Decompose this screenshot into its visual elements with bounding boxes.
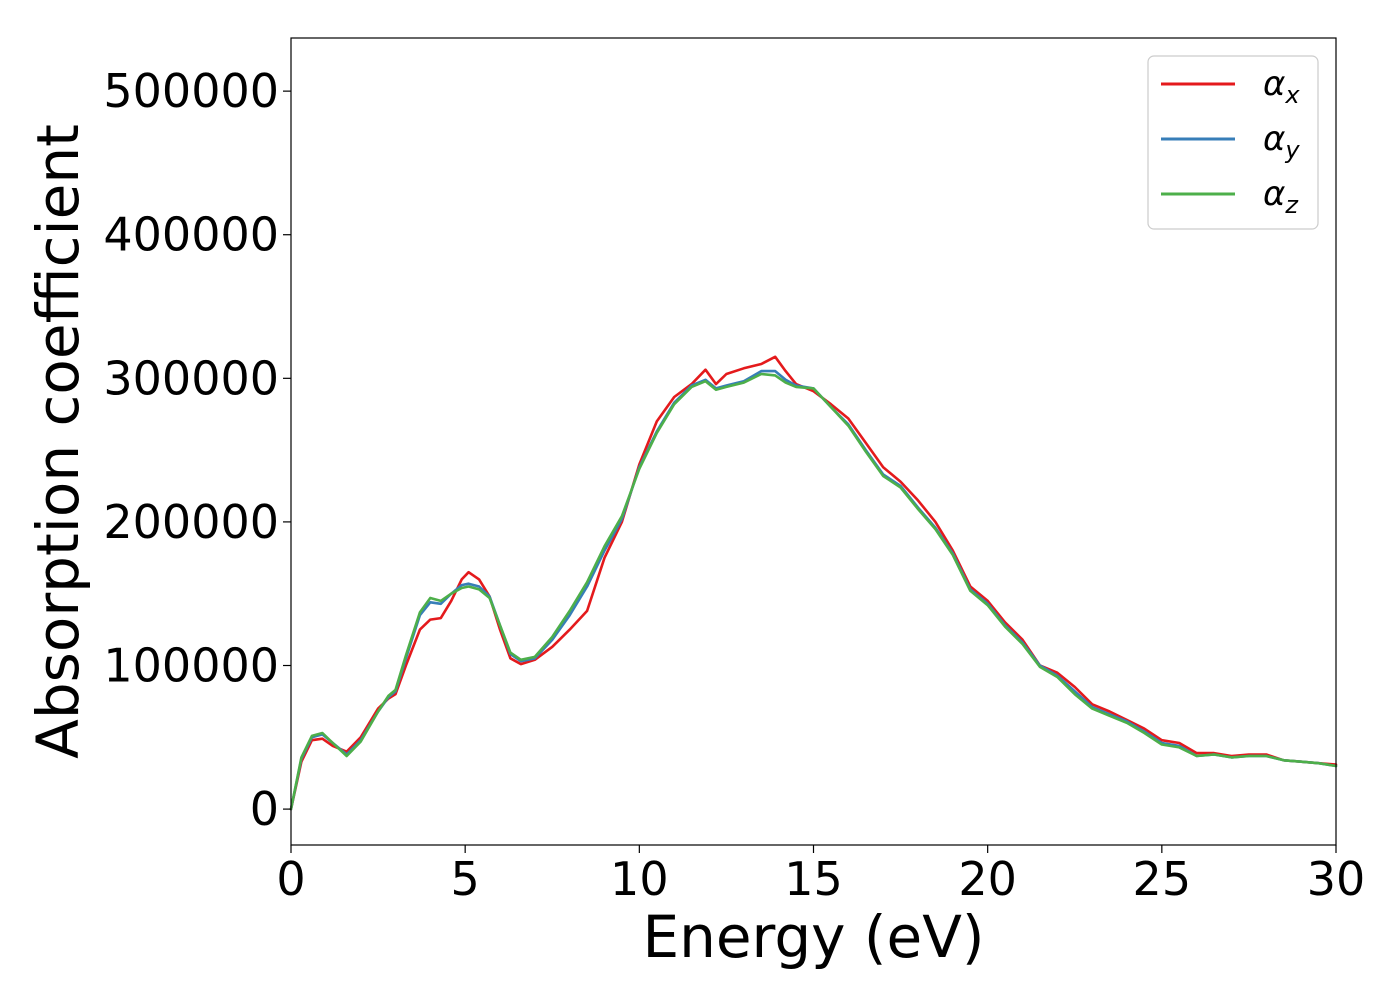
x-tick-label: 5 xyxy=(451,852,480,906)
x-tick-label: 30 xyxy=(1307,852,1366,906)
series-line-x xyxy=(289,355,1338,811)
legend-subscript: x xyxy=(1284,81,1300,109)
series-layer xyxy=(289,355,1338,811)
y-axis-title: Absorption coefficient xyxy=(24,124,92,759)
y-tick-label: 0 xyxy=(250,782,279,836)
y-tick-label: 400000 xyxy=(103,208,279,262)
y-tick-label: 300000 xyxy=(103,351,279,405)
legend-subscript: y xyxy=(1284,136,1300,164)
series-line-z xyxy=(289,372,1338,811)
legend-box xyxy=(1147,55,1319,230)
legend-symbol: α xyxy=(1263,174,1285,214)
legend-label-y: αy xyxy=(1263,119,1300,164)
x-tick-label: 15 xyxy=(784,852,843,906)
legend-label-z: αz xyxy=(1263,174,1299,219)
y-tick-label: 500000 xyxy=(103,64,279,118)
y-tick-label: 100000 xyxy=(103,639,279,693)
x-tick-label: 10 xyxy=(610,852,669,906)
legend-subscript: z xyxy=(1284,191,1299,219)
x-axis-title: Energy (eV) xyxy=(642,903,984,971)
y-axis: 0 100000 200000 300000 400000 500000 xyxy=(103,64,291,836)
x-tick-label: 20 xyxy=(958,852,1017,906)
x-axis: 0 5 10 15 20 25 30 xyxy=(276,845,1365,906)
y-tick-label: 200000 xyxy=(103,495,279,549)
x-tick-label: 0 xyxy=(276,852,305,906)
x-tick-label: 25 xyxy=(1133,852,1192,906)
legend-label-x: αx xyxy=(1263,64,1300,109)
legend-symbol: α xyxy=(1263,119,1285,159)
legend-symbol: α xyxy=(1263,64,1285,104)
